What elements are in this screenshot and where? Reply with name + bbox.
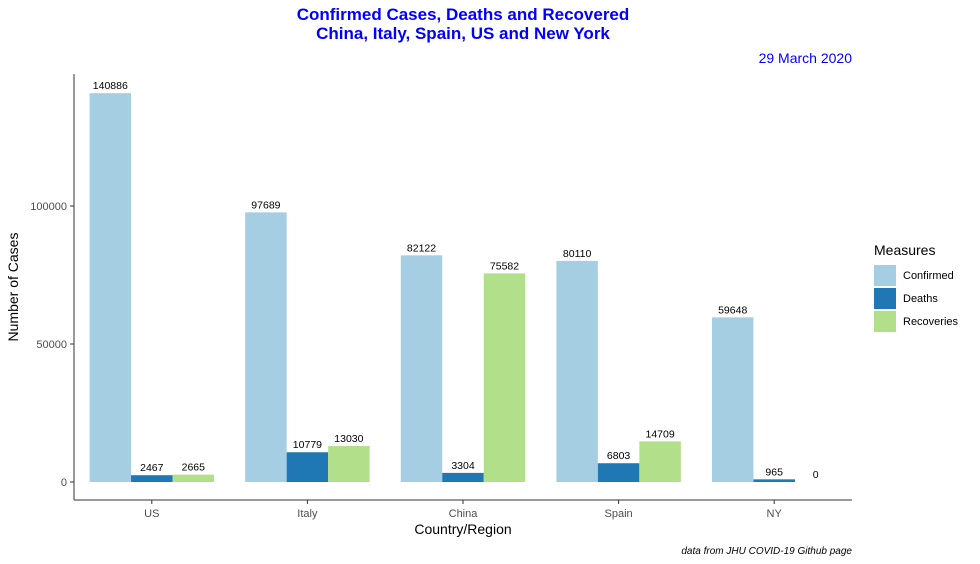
bar-confirmed	[245, 212, 287, 482]
x-axis-title: Country/Region	[414, 521, 511, 537]
y-axis-title: Number of Cases	[5, 233, 21, 342]
bar-value-label: 75582	[490, 260, 519, 272]
bar-value-label: 140886	[93, 80, 128, 92]
plot-area: 0 50000 100000 US 140886 2467 2665 Italy 97689 10…	[30, 80, 818, 520]
bar-deaths	[753, 479, 795, 482]
chart-title-line1: Confirmed Cases, Deaths and Recovered	[297, 5, 630, 24]
bar-deaths	[597, 463, 640, 482]
x-tick-label: Spain	[605, 508, 633, 520]
chart-subtitle: 29 March 2020	[759, 50, 853, 66]
legend-title: Measures	[874, 242, 935, 258]
bar-value-label: 2467	[140, 462, 164, 474]
bar-value-label: 14709	[645, 428, 674, 440]
bar-deaths	[131, 475, 173, 482]
bar-value-label: 80110	[563, 248, 592, 260]
bar-value-label: 3304	[451, 460, 475, 472]
bar-confirmed	[711, 317, 754, 482]
bar-recoveries	[328, 446, 370, 482]
chart-title-line2: China, Italy, Spain, US and New York	[316, 24, 610, 43]
x-tick-label: US	[144, 508, 159, 520]
x-tick-label: NY	[767, 508, 783, 520]
legend: Confirmed Deaths Recoveries	[874, 265, 959, 332]
bar-value-label: 82122	[407, 242, 436, 254]
legend-swatch-recoveries	[874, 311, 896, 332]
y-tick-label: 50000	[36, 339, 67, 351]
bar-value-label: 10779	[293, 439, 322, 451]
bar-value-label: 2665	[182, 462, 206, 474]
bar-confirmed	[556, 260, 598, 482]
legend-label-confirmed: Confirmed	[903, 270, 954, 282]
chart-caption: data from JHU COVID-19 Github page	[681, 546, 852, 557]
bar-recoveries	[639, 441, 681, 482]
bar-value-label: 59648	[718, 304, 747, 316]
bar-value-label: 13030	[334, 433, 363, 445]
y-tick-label: 100000	[30, 201, 67, 213]
bar-value-label: 6803	[607, 450, 631, 462]
bar-confirmed	[400, 255, 443, 482]
legend-swatch-confirmed	[874, 265, 896, 286]
bar-value-label: 97689	[251, 199, 280, 211]
bar-deaths	[442, 472, 484, 482]
bar-confirmed	[89, 93, 132, 483]
bar-deaths	[286, 452, 329, 482]
x-tick-label: China	[449, 508, 479, 520]
legend-label-deaths: Deaths	[903, 293, 938, 305]
x-tick-label: Italy	[297, 508, 318, 520]
y-tick-label: 0	[61, 477, 67, 489]
legend-label-recoveries: Recoveries	[903, 316, 959, 328]
bar-value-label: 0	[813, 469, 819, 481]
legend-swatch-deaths	[874, 288, 896, 309]
bar-value-label: 965	[765, 466, 783, 478]
bar-recoveries	[172, 474, 215, 482]
bar-recoveries	[483, 273, 526, 482]
